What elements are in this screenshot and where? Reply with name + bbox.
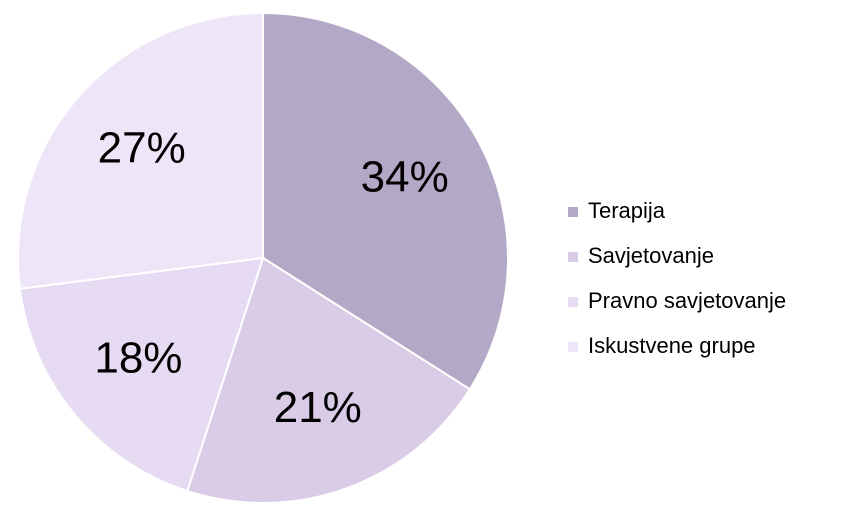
legend-label: Savjetovanje (588, 243, 714, 268)
slice-label: 18% (94, 334, 182, 383)
pie-slice (186, 256, 472, 504)
pie-slice (262, 11, 509, 391)
slice-label: 21% (274, 383, 362, 432)
legend-label: Iskustvene grupe (588, 333, 756, 358)
legend-swatch (568, 252, 578, 262)
legend-label: Terapija (588, 198, 666, 223)
pie-slice (17, 11, 264, 290)
slice-label: 34% (361, 153, 449, 202)
legend-label: Pravno savjetovanje (588, 288, 786, 313)
legend-swatch (568, 207, 578, 217)
pie-slice (18, 256, 265, 493)
slice-label: 27% (98, 124, 186, 173)
legend-swatch (568, 297, 578, 307)
legend-swatch (568, 342, 578, 352)
